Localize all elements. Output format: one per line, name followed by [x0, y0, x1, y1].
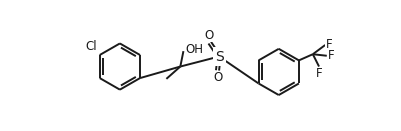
Text: Cl: Cl — [86, 40, 97, 53]
Text: OH: OH — [186, 43, 204, 56]
Text: S: S — [215, 50, 223, 64]
Text: O: O — [214, 71, 223, 84]
Text: O: O — [205, 29, 214, 42]
Text: F: F — [316, 67, 322, 80]
Text: F: F — [326, 39, 333, 51]
Text: F: F — [328, 49, 334, 62]
